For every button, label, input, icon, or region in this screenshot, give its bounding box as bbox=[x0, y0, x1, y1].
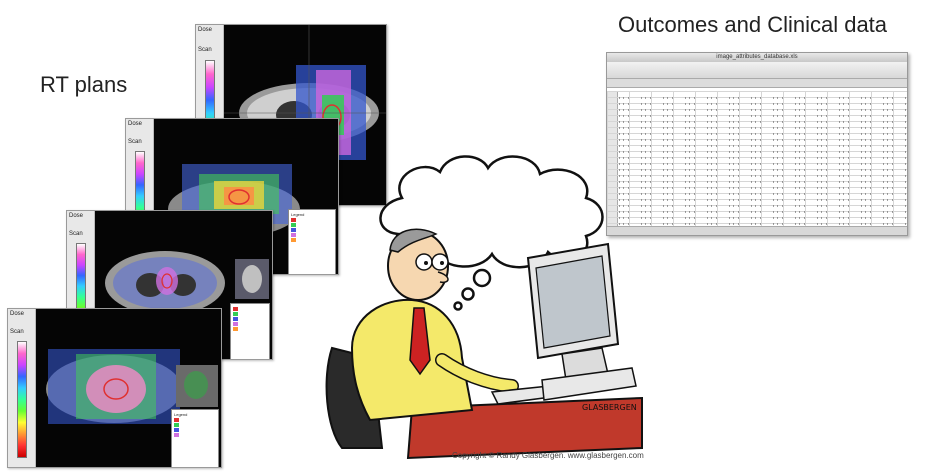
dose-label: Dose bbox=[198, 27, 213, 33]
scan-label: Scan bbox=[10, 329, 24, 335]
rt-legend bbox=[230, 303, 270, 359]
outcomes-label: Outcomes and Clinical data bbox=[618, 12, 888, 37]
cartoon-illustration: GLASBERGEN bbox=[325, 155, 643, 460]
spreadsheet-toolbar bbox=[607, 62, 907, 79]
dose-label: Dose bbox=[10, 311, 25, 317]
rt-plan-window-1: Dose Scan Legend bbox=[7, 308, 222, 468]
ct-slice-image bbox=[46, 349, 218, 424]
dose-colorbar bbox=[17, 341, 27, 458]
legend-title: Legend bbox=[291, 212, 305, 217]
legend-title: Legend bbox=[174, 412, 188, 417]
rt-plans-label: RT plans bbox=[40, 72, 128, 97]
rt-plan-sidebar: Dose Scan bbox=[8, 309, 36, 467]
spreadsheet-grid bbox=[607, 91, 907, 227]
dose-label: Dose bbox=[69, 213, 84, 219]
spreadsheet-status-bar bbox=[607, 226, 907, 235]
rt-legend: Legend bbox=[288, 209, 336, 274]
ct-slice-image bbox=[105, 251, 269, 315]
spreadsheet-window: image_attributes_database.xls bbox=[606, 52, 908, 236]
scan-label: Scan bbox=[198, 47, 212, 53]
ct-dose-view: Legend bbox=[36, 309, 221, 467]
spreadsheet-ribbon bbox=[607, 79, 907, 88]
copyright-text: Copyright © Randy Glasbergen. www.glasbe… bbox=[452, 451, 644, 460]
cartoon-signature: GLASBERGEN bbox=[582, 403, 637, 412]
dose-label: Dose bbox=[128, 121, 143, 127]
scan-label: Scan bbox=[69, 231, 83, 237]
spreadsheet-title: image_attributes_database.xls bbox=[607, 53, 907, 62]
ct-dose-view bbox=[95, 211, 272, 359]
scan-label: Scan bbox=[128, 139, 142, 145]
rt-legend: Legend bbox=[171, 409, 219, 467]
